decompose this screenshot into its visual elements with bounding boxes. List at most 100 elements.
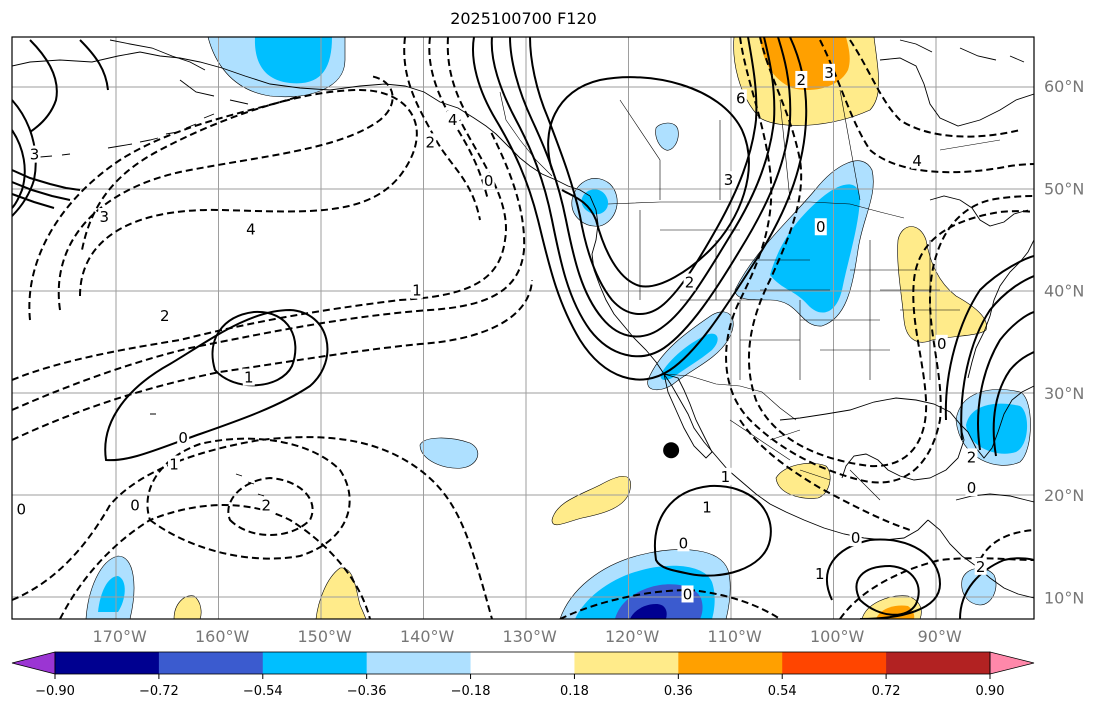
contour-label-background bbox=[446, 110, 459, 128]
contour-label: 3 bbox=[30, 146, 40, 164]
contour-label: 6 bbox=[736, 89, 746, 107]
contour-line bbox=[959, 557, 1034, 619]
us-canada-border bbox=[607, 201, 905, 219]
colorbar-bin bbox=[886, 652, 991, 674]
alaska-coast bbox=[12, 51, 591, 197]
contour-label: 0 bbox=[178, 429, 188, 447]
contour-label: 4 bbox=[912, 152, 922, 170]
aleutian-islands bbox=[39, 113, 215, 158]
colorbar-bin bbox=[678, 652, 783, 674]
contour-line bbox=[446, 37, 471, 121]
shade-cyan bbox=[254, 37, 332, 84]
contour-label: 0 bbox=[937, 335, 947, 353]
contour-label-background bbox=[814, 218, 827, 236]
contour-line bbox=[849, 39, 1021, 138]
contour-label: 1 bbox=[169, 456, 179, 474]
contour-label-background bbox=[131, 5, 143, 22]
longitude-label: 140°W bbox=[400, 627, 455, 646]
colorbar-tick-label: −0.54 bbox=[243, 684, 283, 699]
longitude-label: 90°W bbox=[918, 627, 962, 646]
contour-label: 2 bbox=[192, 0, 202, 18]
colorbar-under-triangle bbox=[11, 651, 56, 675]
contour-label: 2 bbox=[685, 273, 695, 291]
hudson-bay-coast bbox=[879, 57, 1034, 127]
contour-line bbox=[529, 37, 758, 316]
gridlines bbox=[12, 37, 1034, 619]
contour-line bbox=[104, 308, 329, 462]
contour-line bbox=[428, 37, 489, 201]
colorbar-bin bbox=[366, 652, 472, 674]
longitude-label: 170°W bbox=[92, 627, 147, 646]
shade-orange bbox=[876, 605, 915, 619]
alaska-canada-border bbox=[499, 91, 553, 177]
contour-label-background bbox=[410, 281, 423, 299]
contour-line bbox=[79, 39, 109, 91]
contour-line bbox=[547, 76, 750, 288]
contour-line bbox=[12, 436, 493, 619]
shade-light-blue bbox=[655, 122, 679, 151]
contour-label-background bbox=[681, 585, 694, 603]
contour-line bbox=[739, 419, 911, 531]
contour-label: 2 bbox=[967, 448, 977, 466]
contour-label-background bbox=[129, 496, 142, 514]
contour-label-background bbox=[66, 0, 78, 17]
contour-label-background bbox=[228, 0, 240, 17]
contour-line bbox=[12, 129, 26, 209]
contour-label-background bbox=[242, 368, 255, 386]
contour-label-background bbox=[813, 564, 826, 582]
shade-blue bbox=[615, 584, 703, 619]
contour-label-background bbox=[974, 557, 987, 575]
contour-label: 0 bbox=[851, 529, 861, 547]
hawaii-islands bbox=[150, 413, 269, 509]
longitude-label: 100°W bbox=[810, 627, 865, 646]
contour-line bbox=[79, 88, 418, 297]
contour-label-background bbox=[482, 172, 495, 190]
contour-label: 1 bbox=[244, 369, 254, 387]
mexico-states bbox=[729, 419, 881, 501]
contour-label-background bbox=[935, 334, 948, 352]
contour-label-background bbox=[260, 496, 273, 514]
contour-label-background bbox=[822, 63, 835, 81]
contour-line bbox=[57, 75, 394, 311]
contour-label: 4 bbox=[448, 111, 458, 129]
contour-line bbox=[12, 119, 507, 381]
shade-light-yellow bbox=[173, 595, 202, 619]
longitude-label: 160°W bbox=[195, 627, 250, 646]
colorbar-bin bbox=[470, 652, 575, 674]
contour-label: 2 bbox=[230, 0, 240, 18]
contour-line bbox=[12, 129, 526, 411]
shade-dark-blue bbox=[630, 604, 667, 619]
contour-label: 2 bbox=[976, 558, 986, 576]
contour-label-background bbox=[701, 498, 714, 516]
contour-label-background bbox=[795, 70, 808, 88]
contour-label: 1 bbox=[721, 468, 731, 486]
colorbar-over-triangle bbox=[989, 651, 1035, 675]
colorbar: −0.90 −0.72 −0.54 −0.36 −0.18 0.18 0.36 0.54 0.7… bbox=[11, 651, 1035, 699]
longitude-labels: 170°W 160°W 150°W 140°W 130°W 120°W 110°W 100°W… bbox=[92, 627, 962, 646]
colorbar-tick-label: 0.72 bbox=[872, 684, 901, 699]
contour-line bbox=[12, 193, 55, 209]
contour-label: 1 bbox=[154, 20, 164, 38]
contours-solid bbox=[12, 37, 1034, 619]
west-coast bbox=[589, 195, 929, 541]
shade-light-yellow bbox=[897, 226, 987, 343]
contour-label-background bbox=[849, 529, 862, 547]
contour-label: 1 bbox=[815, 565, 825, 583]
cuba-coast bbox=[955, 493, 1034, 503]
marker-layer bbox=[663, 442, 680, 459]
coastlines bbox=[12, 39, 1034, 599]
colorbar-bin bbox=[262, 652, 368, 674]
contour-label-background bbox=[15, 500, 28, 518]
contour-line bbox=[12, 181, 71, 201]
contour-line bbox=[12, 169, 81, 191]
shade-cyan bbox=[770, 184, 860, 313]
contour-label: 2 bbox=[797, 71, 807, 89]
contour-line bbox=[472, 37, 808, 381]
contour-label-background bbox=[719, 467, 732, 485]
longitude-label: 130°W bbox=[502, 627, 557, 646]
contour-line bbox=[59, 504, 371, 619]
contour-label-background bbox=[244, 220, 257, 238]
great-lakes bbox=[929, 195, 1029, 227]
contour-line bbox=[29, 39, 58, 133]
